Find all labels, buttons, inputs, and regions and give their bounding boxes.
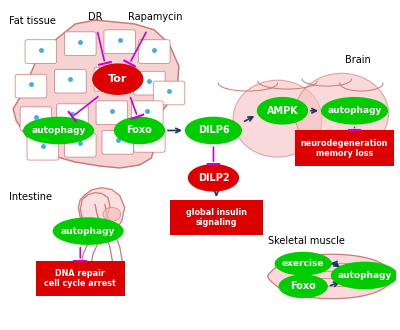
FancyBboxPatch shape: [20, 107, 52, 130]
Text: Foxo: Foxo: [126, 125, 152, 136]
Ellipse shape: [331, 262, 398, 289]
Ellipse shape: [295, 73, 388, 154]
Bar: [295, 130, 394, 166]
FancyBboxPatch shape: [55, 69, 86, 93]
FancyBboxPatch shape: [57, 104, 88, 127]
Text: DILP6: DILP6: [198, 125, 229, 136]
Text: Intestine: Intestine: [9, 191, 52, 202]
Ellipse shape: [278, 275, 328, 298]
Polygon shape: [268, 254, 396, 299]
Ellipse shape: [114, 117, 165, 144]
Text: DR: DR: [88, 12, 103, 22]
Text: global insulin
signaling: global insulin signaling: [186, 208, 247, 227]
Ellipse shape: [321, 97, 388, 124]
FancyBboxPatch shape: [94, 67, 126, 91]
Text: neurodegeneration
memory loss: neurodegeneration memory loss: [301, 139, 388, 158]
Ellipse shape: [274, 252, 332, 276]
FancyBboxPatch shape: [138, 40, 170, 63]
Text: Tor: Tor: [108, 74, 128, 84]
Text: Brain: Brain: [345, 55, 370, 65]
Text: Fat tissue: Fat tissue: [9, 16, 56, 26]
FancyBboxPatch shape: [25, 40, 57, 63]
Text: Skeletal muscle: Skeletal muscle: [268, 236, 344, 246]
FancyBboxPatch shape: [64, 32, 96, 55]
FancyBboxPatch shape: [134, 128, 165, 152]
Text: DNA repair
cell cycle arrest: DNA repair cell cycle arrest: [44, 269, 116, 288]
FancyBboxPatch shape: [27, 136, 58, 160]
Text: Rapamycin: Rapamycin: [128, 12, 182, 22]
Text: autophagy: autophagy: [337, 271, 392, 280]
FancyBboxPatch shape: [96, 101, 128, 124]
Text: autophagy: autophagy: [61, 227, 115, 236]
Text: exercise: exercise: [282, 259, 324, 268]
Ellipse shape: [23, 117, 94, 144]
Ellipse shape: [257, 97, 308, 124]
Bar: [170, 200, 263, 235]
Polygon shape: [13, 20, 179, 168]
FancyBboxPatch shape: [15, 74, 47, 98]
FancyBboxPatch shape: [153, 81, 185, 105]
Ellipse shape: [53, 217, 124, 245]
FancyBboxPatch shape: [102, 130, 134, 154]
FancyBboxPatch shape: [132, 101, 163, 124]
Ellipse shape: [92, 63, 144, 95]
Ellipse shape: [188, 164, 239, 192]
Text: DILP2: DILP2: [198, 173, 229, 183]
Text: Foxo: Foxo: [290, 281, 316, 291]
FancyBboxPatch shape: [134, 71, 165, 95]
Text: AMPK: AMPK: [267, 106, 298, 116]
Ellipse shape: [233, 80, 322, 157]
FancyBboxPatch shape: [64, 133, 96, 157]
Bar: [36, 261, 125, 296]
Text: autophagy: autophagy: [32, 126, 86, 135]
Text: autophagy: autophagy: [327, 106, 382, 115]
Ellipse shape: [103, 208, 121, 221]
Ellipse shape: [185, 117, 242, 144]
Polygon shape: [78, 188, 125, 237]
FancyBboxPatch shape: [104, 30, 136, 53]
